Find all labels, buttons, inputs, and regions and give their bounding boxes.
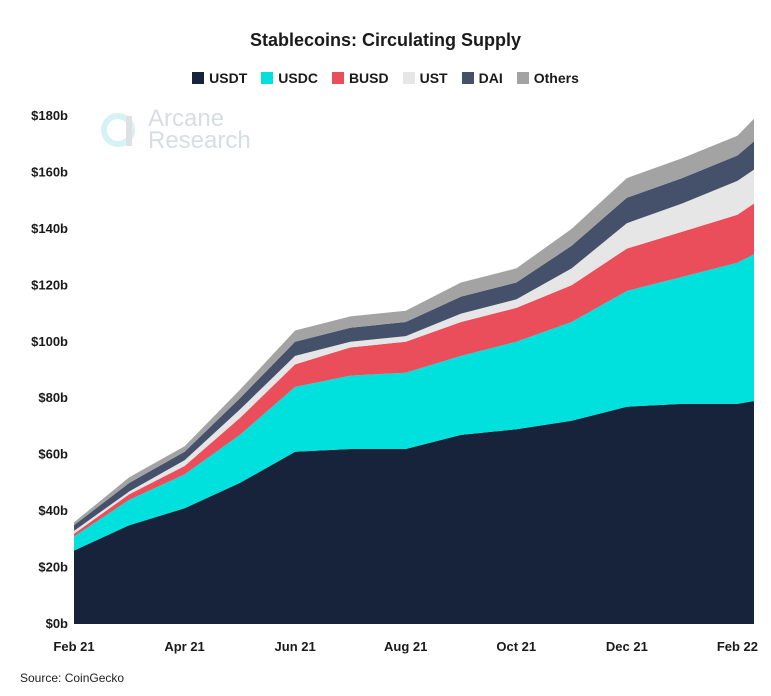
y-tick-label: $160b: [31, 164, 68, 179]
watermark-text: Arcane Research: [148, 105, 251, 154]
y-tick-label: $80b: [38, 390, 68, 405]
legend-item-busd: BUSD: [331, 70, 389, 86]
arcane-logo-icon: [101, 113, 135, 147]
legend-item-usdc: USDC: [261, 70, 318, 86]
y-tick-label: $140b: [31, 221, 68, 236]
watermark: Arcane Research: [100, 105, 251, 154]
area-series-dai: [74, 141, 754, 531]
legend-label: DAI: [478, 70, 503, 86]
x-tick-label: Jun 21: [275, 639, 316, 654]
legend-label: USDC: [278, 70, 318, 86]
legend-item-dai: DAI: [461, 70, 503, 86]
legend-swatch: [516, 72, 529, 84]
legend-swatch: [461, 72, 474, 84]
legend-swatch: [331, 72, 344, 84]
legend-label: UST: [419, 70, 448, 86]
y-tick-label: $100b: [31, 334, 68, 349]
legend-label: BUSD: [348, 70, 389, 86]
x-tick-label: Oct 21: [496, 639, 536, 654]
legend-item-others: Others: [516, 70, 579, 86]
y-tick-label: $40b: [38, 503, 68, 518]
x-tick-label: Feb 21: [53, 639, 94, 654]
area-series-usdt: [74, 401, 754, 624]
area-series-others: [74, 118, 754, 526]
legend-swatch: [192, 72, 205, 84]
y-tick-label: $60b: [38, 447, 68, 462]
x-tick-label: Dec 21: [606, 639, 648, 654]
x-tick-label: Aug 21: [384, 639, 427, 654]
area-series-ust: [74, 169, 754, 534]
y-tick-label: $20b: [38, 560, 68, 575]
y-tick-label: $0b: [46, 616, 68, 631]
x-tick-label: Feb 22: [717, 639, 758, 654]
chart-title: Stablecoins: Circulating Supply: [249, 30, 522, 50]
y-tick-label: $180b: [31, 108, 68, 123]
area-series-usdc: [74, 254, 754, 551]
legend-item-ust: UST: [402, 70, 448, 86]
area-series-busd: [74, 203, 754, 537]
y-tick-label: $120b: [31, 277, 68, 292]
x-tick-label: Apr 21: [164, 639, 204, 654]
legend: USDT USDC BUSD UST DAI Others: [0, 70, 771, 86]
legend-swatch: [402, 72, 415, 84]
legend-item-usdt: USDT: [192, 70, 247, 86]
legend-label: USDT: [209, 70, 248, 86]
legend-swatch: [261, 72, 274, 84]
legend-label: Others: [533, 70, 579, 86]
source-note: Source: CoinGecko: [20, 671, 125, 685]
